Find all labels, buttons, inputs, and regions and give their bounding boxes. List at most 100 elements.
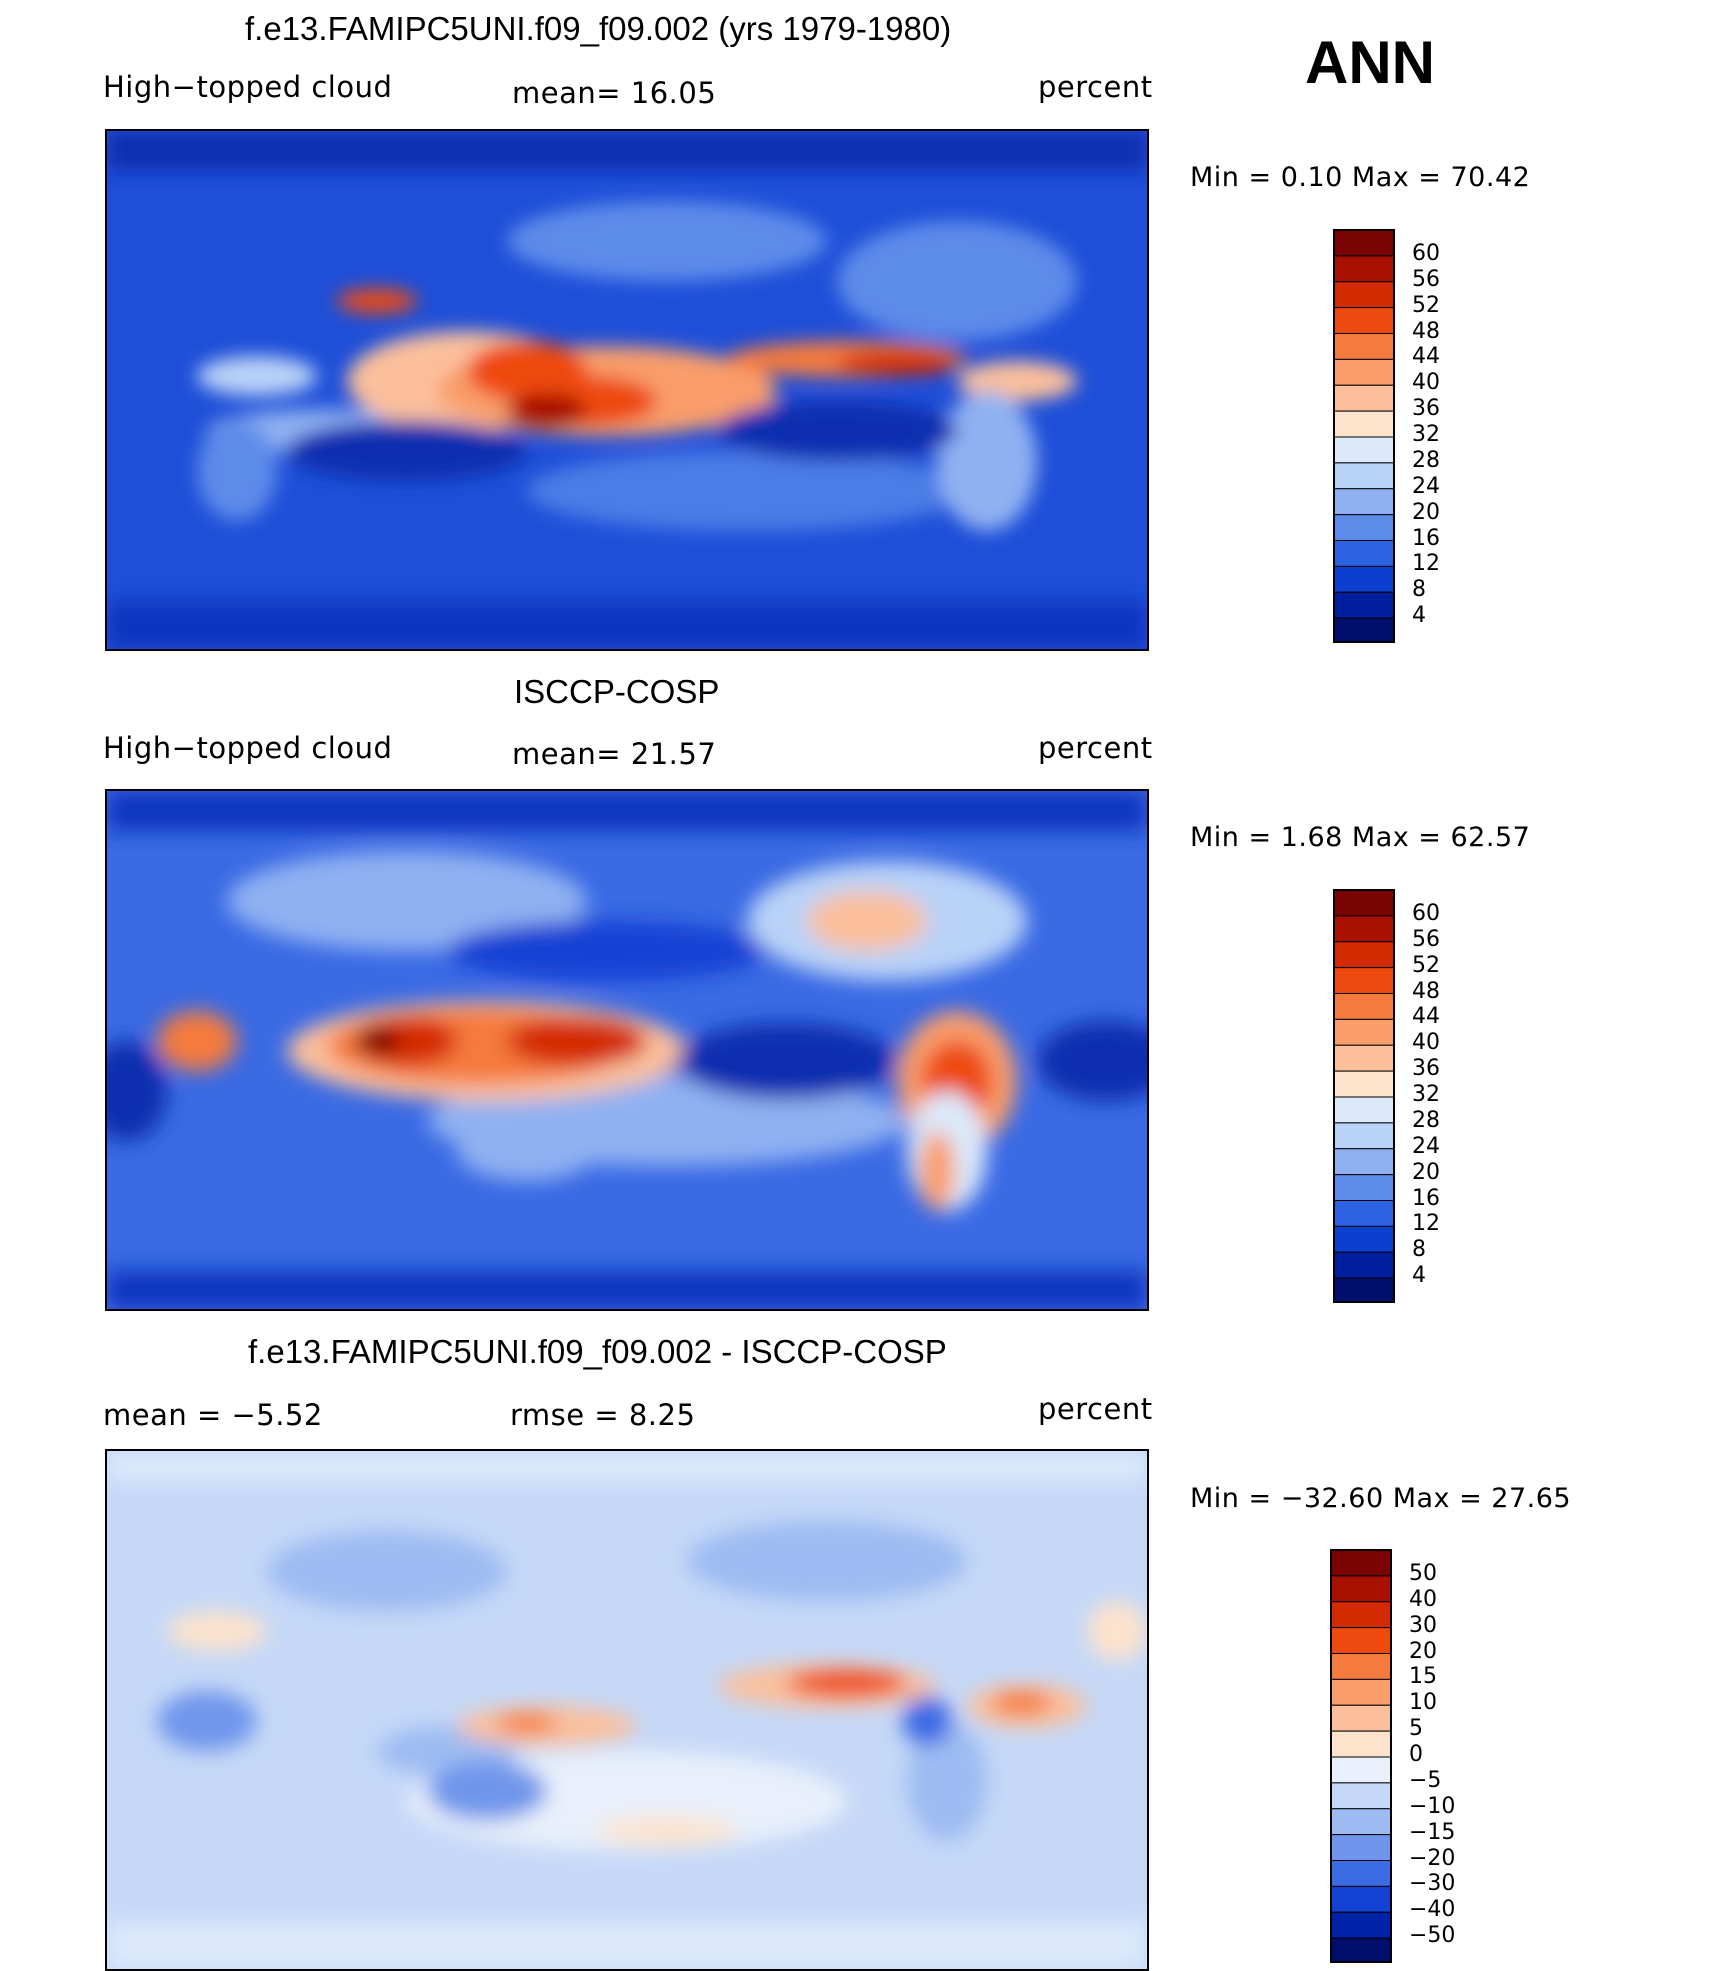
- colorbar-swatch: [1330, 1678, 1392, 1706]
- colorbar-tick-label: 32: [1412, 1082, 1440, 1107]
- colorbar-swatch: [1333, 1225, 1395, 1253]
- panel-2-colorbar-labels: 60 56 52 48 44 40 36 32 28 24 20 16 12 8 4: [1412, 889, 1492, 1303]
- colorbar-tick-label: 10: [1409, 1690, 1437, 1716]
- colorbar-swatch: [1333, 941, 1395, 969]
- colorbar-tick-label: −50: [1409, 1923, 1456, 1949]
- panel-2-map: [105, 789, 1149, 1311]
- colorbar-swatch: [1330, 1756, 1392, 1784]
- colorbar-tick-label: 12: [1412, 551, 1440, 577]
- panel-1-title: f.e13.FAMIPC5UNI.f09_f09.002 (yrs 1979-1…: [245, 10, 952, 47]
- colorbar-swatch: [1333, 1277, 1395, 1305]
- panel-1-map: [105, 129, 1149, 651]
- colorbar-swatch: [1333, 915, 1395, 943]
- colorbar-swatch: [1330, 1704, 1392, 1732]
- colorbar-swatch: [1333, 307, 1395, 334]
- panel-3-title: f.e13.FAMIPC5UNI.f09_f09.002 - ISCCP-COS…: [248, 1333, 947, 1370]
- colorbar-tick-label: 4: [1412, 1263, 1426, 1289]
- colorbar-swatch: [1330, 1782, 1392, 1810]
- colorbar-swatch: [1330, 1808, 1392, 1836]
- colorbar-tick-label: 56: [1412, 926, 1440, 952]
- colorbar-swatch: [1330, 1627, 1392, 1654]
- colorbar-swatch: [1330, 1885, 1392, 1913]
- panel-1-minmax: Min = 0.10 Max = 70.42: [1190, 162, 1531, 193]
- colorbar-tick-label: 24: [1412, 1133, 1440, 1159]
- colorbar-tick-label: 8: [1412, 577, 1426, 603]
- colorbar-swatch: [1330, 1834, 1392, 1861]
- colorbar-tick-label: 44: [1412, 1004, 1440, 1030]
- colorbar-tick-label: 4: [1412, 603, 1426, 629]
- colorbar-tick-label: 0: [1409, 1742, 1423, 1767]
- panel-2-mean: mean= 21.57: [512, 737, 717, 771]
- colorbar-tick-label: 30: [1409, 1612, 1437, 1638]
- colorbar-tick-label: 24: [1412, 473, 1440, 499]
- colorbar-swatch: [1330, 1549, 1392, 1577]
- panel-1-variable: High−topped cloud: [103, 70, 393, 104]
- colorbar-tick-label: 12: [1412, 1211, 1440, 1237]
- panel-3-minmax: Min = −32.60 Max = 27.65: [1190, 1483, 1572, 1514]
- colorbar-tick-label: 44: [1412, 344, 1440, 370]
- colorbar-tick-label: 60: [1412, 900, 1440, 926]
- colorbar-tick-label: −40: [1409, 1897, 1456, 1923]
- colorbar-tick-label: 56: [1412, 266, 1440, 292]
- colorbar-swatch: [1330, 1601, 1392, 1629]
- colorbar-swatch: [1330, 1911, 1392, 1939]
- colorbar-swatch: [1330, 1575, 1392, 1603]
- panel-3-colorbar-labels: 50 40 30 20 15 10 5 0 −5 −10 −15 −20 −30 −40 −50: [1409, 1549, 1499, 1963]
- colorbar-tick-label: 48: [1412, 318, 1440, 344]
- colorbar-tick-label: −5: [1409, 1767, 1442, 1793]
- colorbar-swatch: [1330, 1860, 1392, 1887]
- colorbar-tick-label: −30: [1409, 1871, 1456, 1897]
- panel-3-map: [105, 1449, 1149, 1971]
- panel-2-title: ISCCP-COSP: [514, 673, 720, 710]
- panel-2-minmax: Min = 1.68 Max = 62.57: [1190, 822, 1531, 853]
- panel-3-field: [107, 1451, 1147, 1969]
- colorbar-swatch: [1330, 1937, 1392, 1965]
- colorbar-tick-label: 16: [1412, 1185, 1440, 1211]
- colorbar-tick-label: 32: [1412, 422, 1440, 447]
- colorbar-tick-label: 40: [1409, 1586, 1437, 1612]
- colorbar-tick-label: 40: [1412, 1030, 1440, 1056]
- colorbar-swatch: [1333, 1044, 1395, 1072]
- season-label: ANN: [1305, 29, 1435, 96]
- colorbar-swatch: [1333, 617, 1395, 645]
- panel-3-colorbar-swatches: [1330, 1549, 1392, 1965]
- panel-1-colorbar-swatches: [1333, 229, 1395, 645]
- colorbar-swatch: [1333, 889, 1395, 917]
- colorbar-tick-label: −10: [1409, 1793, 1456, 1819]
- colorbar-tick-label: 36: [1412, 1056, 1440, 1082]
- colorbar-tick-label: 8: [1412, 1237, 1426, 1263]
- colorbar-swatch: [1333, 993, 1395, 1020]
- panel-3-colorbar: [1330, 1549, 1394, 1968]
- colorbar-swatch: [1333, 1018, 1395, 1046]
- colorbar-swatch: [1333, 410, 1395, 438]
- colorbar-swatch: [1333, 514, 1395, 541]
- colorbar-swatch: [1333, 1174, 1395, 1201]
- colorbar-swatch: [1333, 229, 1395, 257]
- colorbar-tick-label: 5: [1409, 1716, 1423, 1742]
- colorbar-tick-label: −15: [1409, 1819, 1456, 1845]
- colorbar-swatch: [1333, 488, 1395, 516]
- colorbar-tick-label: 40: [1412, 370, 1440, 396]
- panel-1-units: percent: [1038, 70, 1153, 104]
- panel-1-mean: mean= 16.05: [512, 76, 717, 110]
- colorbar-swatch: [1333, 1096, 1395, 1124]
- colorbar-swatch: [1333, 281, 1395, 309]
- colorbar-tick-label: 52: [1412, 952, 1440, 978]
- colorbar-swatch: [1333, 384, 1395, 412]
- colorbar-swatch: [1330, 1653, 1392, 1680]
- panel-1-colorbar-labels: 60 56 52 48 44 40 36 32 28 24 20 16 12 8 4: [1412, 229, 1492, 643]
- panel-3-mean: mean = −5.52: [103, 1398, 323, 1432]
- colorbar-tick-label: 15: [1409, 1664, 1437, 1690]
- colorbar-swatch: [1333, 1148, 1395, 1176]
- colorbar-tick-label: 48: [1412, 978, 1440, 1004]
- colorbar-tick-label: 20: [1412, 1159, 1440, 1185]
- panel-1-field: [107, 131, 1147, 649]
- panel-3-units: percent: [1038, 1392, 1153, 1426]
- colorbar-swatch: [1333, 255, 1395, 283]
- colorbar-swatch: [1333, 333, 1395, 360]
- colorbar-swatch: [1333, 1251, 1395, 1279]
- colorbar-tick-label: 16: [1412, 525, 1440, 551]
- panel-2-colorbar: [1333, 889, 1397, 1308]
- colorbar-tick-label: 20: [1409, 1638, 1437, 1664]
- panel-2-variable: High−topped cloud: [103, 731, 393, 765]
